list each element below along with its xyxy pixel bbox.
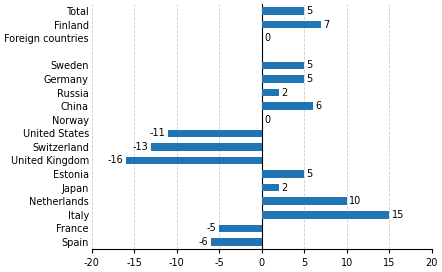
Bar <box>262 102 312 110</box>
Bar <box>210 238 262 246</box>
Text: -5: -5 <box>207 223 217 233</box>
Bar <box>262 61 304 69</box>
Text: 5: 5 <box>307 169 313 179</box>
Bar <box>262 197 347 205</box>
Text: 7: 7 <box>324 20 330 30</box>
Bar <box>219 225 262 232</box>
Text: 0: 0 <box>264 115 271 125</box>
Bar <box>262 21 321 28</box>
Text: 5: 5 <box>307 6 313 16</box>
Bar <box>262 75 304 83</box>
Bar <box>262 89 278 96</box>
Text: 0: 0 <box>264 33 271 43</box>
Text: 6: 6 <box>315 101 321 111</box>
Text: -11: -11 <box>150 128 166 138</box>
Text: 2: 2 <box>281 183 287 193</box>
Text: -16: -16 <box>107 156 123 165</box>
Bar <box>151 143 262 151</box>
Bar <box>262 7 304 15</box>
Bar <box>262 211 389 219</box>
Text: 15: 15 <box>392 210 404 220</box>
Bar <box>126 157 262 164</box>
Text: 10: 10 <box>349 196 362 206</box>
Bar <box>262 170 304 178</box>
Text: 5: 5 <box>307 74 313 84</box>
Text: 2: 2 <box>281 88 287 97</box>
Text: -13: -13 <box>133 142 149 152</box>
Bar <box>168 129 262 137</box>
Bar <box>262 184 278 191</box>
Text: -6: -6 <box>198 237 208 247</box>
Text: 5: 5 <box>307 60 313 70</box>
